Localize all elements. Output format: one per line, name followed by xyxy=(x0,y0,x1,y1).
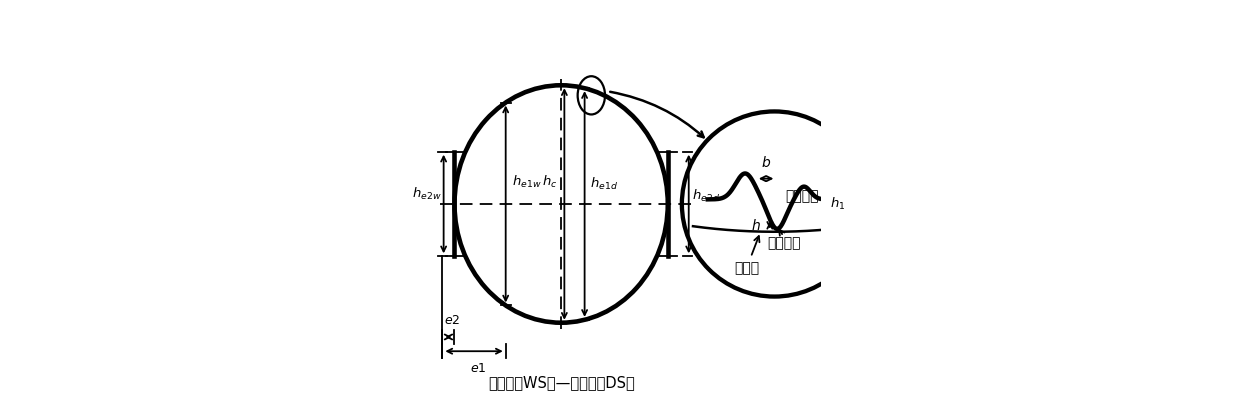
Text: $e2$: $e2$ xyxy=(444,314,460,327)
Text: 操作侧（WS）—传动侧（DS）: 操作侧（WS）—传动侧（DS） xyxy=(488,375,634,390)
Text: $b$: $b$ xyxy=(761,155,771,170)
Text: $h_c$: $h_c$ xyxy=(541,174,558,190)
Text: $h_1$: $h_1$ xyxy=(830,196,846,213)
Text: 局部高点: 局部高点 xyxy=(786,190,819,204)
Text: $h$: $h$ xyxy=(751,218,761,233)
Text: $e1$: $e1$ xyxy=(470,362,486,375)
Text: $h_{e2d}$: $h_{e2d}$ xyxy=(691,188,720,204)
Text: 参考线: 参考线 xyxy=(735,262,760,275)
Text: $h_{e1w}$: $h_{e1w}$ xyxy=(512,174,541,190)
Text: 局部凹点: 局部凹点 xyxy=(767,236,800,250)
Text: $h_{e2w}$: $h_{e2w}$ xyxy=(413,186,441,202)
Text: $h_{e1d}$: $h_{e1d}$ xyxy=(590,176,618,192)
